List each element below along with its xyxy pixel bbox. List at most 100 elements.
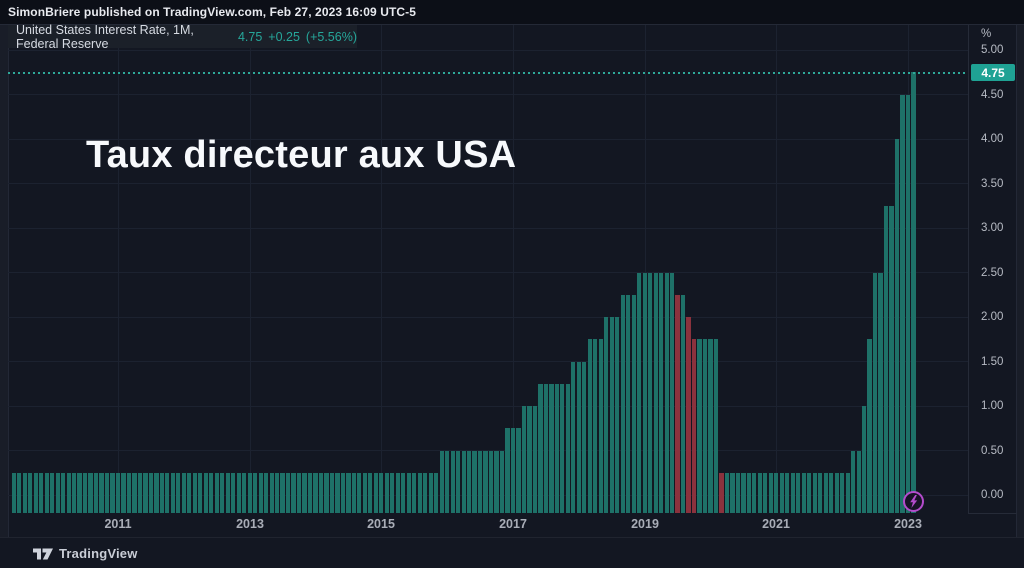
price-tick-label: 2.50 — [981, 267, 1004, 279]
month-column — [719, 472, 724, 513]
brand-name[interactable]: TradingView — [59, 546, 138, 561]
month-column — [604, 317, 609, 513]
month-column — [335, 472, 340, 513]
time-tick-label: 2015 — [367, 517, 395, 531]
month-column — [395, 472, 400, 513]
price-tick-label: 1.50 — [981, 356, 1004, 368]
month-column — [768, 472, 773, 513]
month-column — [840, 472, 845, 513]
month-column — [878, 272, 883, 513]
month-column — [187, 472, 192, 513]
time-tick-label: 2019 — [631, 517, 659, 531]
annotation-title: Taux directeur aux USA — [86, 134, 517, 176]
month-column — [17, 472, 22, 513]
price-tick-label: 0.00 — [981, 489, 1004, 501]
month-column — [165, 472, 170, 513]
month-column — [258, 472, 263, 513]
time-tick-label: 2011 — [104, 517, 132, 531]
month-column — [176, 472, 181, 513]
month-column — [900, 94, 905, 513]
month-column — [143, 472, 148, 513]
vertical-gridline — [644, 25, 646, 513]
price-tick-label: 4.00 — [981, 133, 1004, 145]
tradingview-logo[interactable] — [33, 546, 53, 561]
month-column — [505, 428, 510, 513]
horizontal-gridline — [8, 450, 968, 451]
month-column — [72, 472, 77, 513]
month-column — [253, 472, 258, 513]
month-column — [99, 472, 104, 513]
price-scale[interactable]: % 5.00 4.50 4.00 3.50 3.00 2.50 2.00 1.50 1.00 0.… — [968, 25, 1017, 514]
month-column — [686, 317, 691, 513]
month-column — [527, 406, 532, 513]
month-column — [615, 317, 620, 513]
month-column — [867, 339, 872, 513]
horizontal-gridline — [8, 272, 968, 273]
month-column — [598, 339, 603, 513]
month-column — [675, 294, 680, 513]
month-column — [554, 383, 559, 513]
month-column — [664, 272, 669, 513]
month-column — [307, 472, 313, 513]
month-column — [280, 472, 285, 513]
month-column — [11, 472, 16, 513]
month-column — [538, 383, 543, 513]
month-column — [340, 472, 346, 513]
time-scale[interactable]: 2011 2013 2015 2017 2019 2021 2023 — [0, 513, 1024, 537]
price-tick-label: 4.50 — [981, 89, 1004, 101]
month-column — [483, 450, 488, 513]
month-column — [829, 472, 834, 513]
month-column — [313, 472, 318, 513]
price-tick-label: 5.00 — [981, 44, 1004, 56]
month-column — [779, 472, 784, 513]
month-column — [571, 361, 576, 513]
current-price-line — [8, 71, 968, 74]
month-column — [154, 472, 159, 513]
month-column — [653, 272, 658, 513]
month-column — [872, 272, 878, 513]
month-column — [110, 472, 115, 513]
month-column — [631, 294, 636, 513]
vertical-gridline — [118, 25, 119, 513]
symbol-legend[interactable]: United States Interest Rate, 1M, Federal… — [8, 23, 357, 51]
month-column — [77, 472, 82, 513]
chart-pane[interactable] — [8, 25, 968, 513]
month-column — [757, 472, 762, 513]
month-column — [549, 383, 554, 513]
month-column — [203, 472, 208, 513]
vertical-gridline — [513, 25, 514, 513]
month-column — [192, 472, 197, 513]
month-column — [856, 450, 861, 513]
month-column — [477, 450, 483, 513]
month-column — [560, 383, 565, 513]
month-column — [39, 472, 44, 513]
price-tick-label: 2.00 — [981, 311, 1004, 323]
month-column — [697, 339, 702, 513]
horizontal-gridline — [8, 406, 968, 407]
month-column — [637, 272, 642, 513]
month-column — [851, 450, 856, 513]
symbol-last-value: 4.75 — [237, 29, 263, 44]
symbol-change: +0.25 — [268, 29, 300, 44]
month-column — [384, 472, 389, 513]
month-column — [439, 450, 444, 513]
month-column — [911, 72, 916, 513]
right-margin-strip — [1016, 25, 1024, 537]
realtime-lightning-icon[interactable] — [903, 491, 924, 512]
month-column — [587, 339, 592, 513]
month-column — [269, 472, 274, 513]
month-column — [126, 472, 132, 513]
month-column — [132, 472, 137, 513]
time-tick-label: 2013 — [236, 517, 264, 531]
month-column — [285, 472, 291, 513]
month-column — [894, 139, 900, 513]
price-unit-label: % — [981, 28, 992, 40]
month-column — [198, 472, 203, 513]
month-column — [812, 472, 817, 513]
horizontal-gridline — [8, 50, 968, 51]
month-column — [22, 472, 27, 513]
month-column — [730, 472, 735, 513]
month-column — [494, 450, 499, 513]
month-column — [642, 272, 647, 513]
symbol-change-percent: (+5.56%) — [305, 29, 357, 44]
